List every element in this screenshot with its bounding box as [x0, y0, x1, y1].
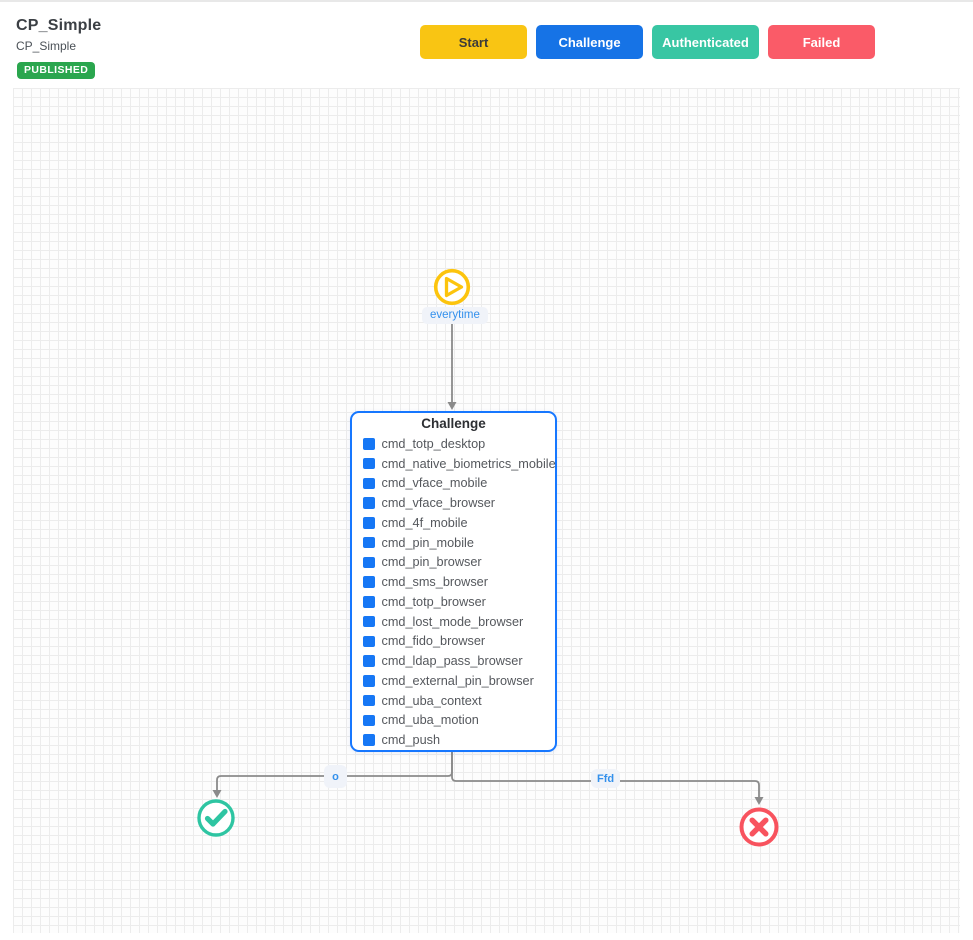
start-trigger-label[interactable]: everytime [422, 307, 488, 324]
command-label: cmd_lost_mode_browser [381, 614, 524, 629]
command-label: cmd_pin_mobile [381, 535, 474, 550]
command-label: cmd_totp_browser [381, 594, 486, 609]
challenge-node[interactable]: Challenge cmd_totp_desktop cmd_native_bi… [350, 411, 557, 752]
command-row: cmd_fido_browser [352, 632, 555, 652]
command-icon [363, 734, 375, 746]
command-icon [363, 536, 375, 549]
command-icon [363, 694, 375, 707]
command-row: cmd_ldap_pass_browser [352, 651, 555, 671]
legend-button-start[interactable]: Start [420, 25, 527, 59]
command-row: cmd_vface_browser [352, 493, 555, 513]
command-icon [363, 596, 375, 608]
command-row: cmd_native_biometrics_mobile [352, 454, 555, 474]
command-row: cmd_uba_context [352, 691, 555, 711]
command-label: cmd_4f_mobile [381, 515, 468, 530]
flow-canvas[interactable]: everytime Challenge cmd_totp_desktop cmd… [13, 88, 960, 933]
x-icon [739, 807, 779, 847]
command-icon [363, 457, 375, 470]
page-title: CP_Simple [16, 17, 102, 34]
command-row: cmd_4f_mobile [352, 513, 555, 533]
command-row: cmd_external_pin_browser [352, 671, 555, 691]
command-icon [363, 615, 375, 628]
authenticated-node[interactable] [194, 796, 238, 840]
command-label: cmd_uba_context [381, 693, 482, 708]
command-row: cmd_sms_browser [352, 572, 555, 592]
command-label: cmd_uba_motion [381, 713, 479, 728]
command-icon [363, 477, 375, 490]
start-node[interactable] [430, 265, 474, 309]
command-icon [363, 497, 375, 509]
status-badge: PUBLISHED [17, 62, 96, 79]
edge-label-failed[interactable]: Ffd [591, 769, 621, 788]
command-row: cmd_pin_mobile [352, 533, 555, 553]
command-icon [363, 438, 375, 450]
play-icon [433, 268, 471, 306]
check-icon [197, 799, 235, 837]
legend-buttons: Start Challenge Authenticated Failed [420, 25, 875, 59]
command-icon [363, 576, 375, 588]
command-row: cmd_vface_mobile [352, 474, 555, 494]
legend-button-challenge[interactable]: Challenge [536, 25, 643, 59]
legend-button-authenticated[interactable]: Authenticated [652, 25, 759, 59]
header: CP_Simple CP_Simple PUBLISHED Start Chal… [0, 0, 973, 88]
command-label: cmd_vface_mobile [381, 476, 488, 491]
command-row: cmd_lost_mode_browser [352, 612, 555, 632]
command-label: cmd_push [381, 733, 441, 748]
command-label: cmd_ldap_pass_browser [381, 654, 523, 669]
command-row: cmd_totp_desktop [352, 434, 555, 454]
command-icon [363, 517, 375, 529]
command-label: cmd_external_pin_browser [381, 673, 534, 688]
command-row: cmd_totp_browser [352, 592, 555, 612]
challenge-node-title: Challenge [421, 416, 486, 431]
legend-button-failed[interactable]: Failed [768, 25, 875, 59]
page-subtitle: CP_Simple [16, 39, 77, 53]
edge-label-authenticated[interactable]: o [324, 765, 347, 788]
failed-node[interactable] [736, 804, 782, 850]
command-label: cmd_pin_browser [381, 555, 482, 570]
command-row: cmd_uba_motion [352, 711, 555, 731]
command-label: cmd_native_biometrics_mobile [381, 456, 556, 471]
command-icon [363, 675, 375, 687]
command-label: cmd_fido_browser [381, 634, 486, 649]
command-label: cmd_totp_desktop [381, 436, 486, 451]
command-label: cmd_sms_browser [381, 575, 488, 590]
command-row: cmd_push [352, 730, 555, 750]
command-icon [363, 714, 375, 727]
command-icon [363, 556, 375, 569]
command-row: cmd_pin_browser [352, 553, 555, 573]
command-icon [363, 655, 375, 667]
command-icon [363, 635, 375, 648]
command-label: cmd_vface_browser [381, 496, 496, 511]
